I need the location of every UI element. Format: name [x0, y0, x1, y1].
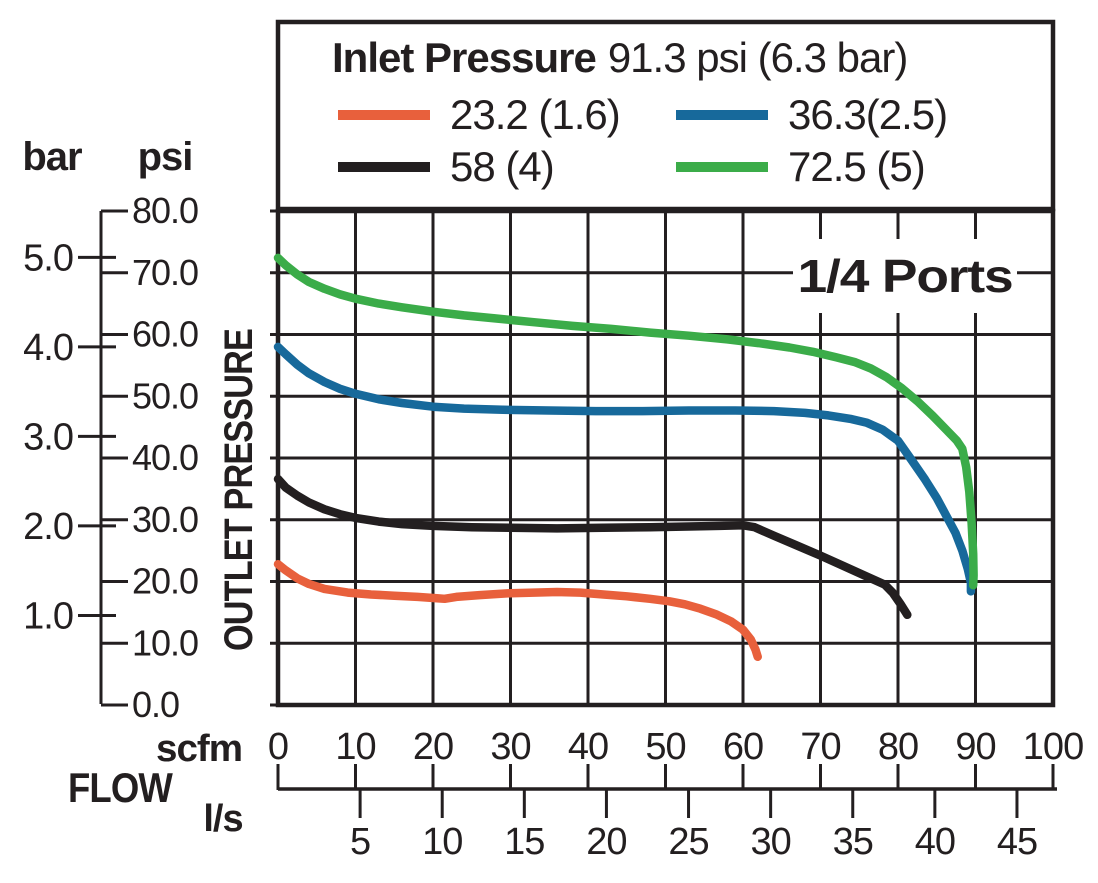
scfm-tick-label: 70	[800, 726, 840, 768]
ls-tick-label: 15	[504, 821, 544, 863]
bar-tick-label: 4.0	[23, 327, 73, 369]
curve-36.3(2.5)	[273, 342, 976, 596]
bar-tick-label: 1.0	[23, 595, 73, 637]
legend-label-23.2: 23.2 (1.6)	[450, 91, 620, 138]
scfm-tick-label: 60	[723, 726, 763, 768]
x-axis-title: FLOW	[68, 764, 173, 811]
legend-entry-23.2: 23.2 (1.6)	[338, 91, 621, 138]
scfm-tick-label: 20	[413, 726, 453, 768]
bar-unit-header: bar	[22, 135, 82, 179]
ls-ticks: 5 10 15 20 25 30 35 40 45	[350, 789, 1038, 863]
curve-23.2(1.6)	[273, 559, 762, 662]
psi-tick-label: 50.0	[132, 375, 198, 416]
legend-title: Inlet Pressure 91.3 psi (6.3 bar)	[332, 34, 907, 81]
legend-entry-36.3: 36.3(2.5)	[676, 91, 948, 138]
psi-tick-label: 60.0	[132, 314, 198, 355]
legend-label-36.3: 36.3(2.5)	[788, 91, 947, 138]
legend-entry-58: 58 (4)	[338, 143, 555, 190]
bar-tick-label: 3.0	[23, 416, 73, 458]
legend-title-rest: 91.3 psi (6.3 bar)	[608, 34, 908, 81]
bar-scale-ticks: 5.0 4.0 3.0 2.0 1.0	[23, 237, 116, 637]
ls-tick-label: 45	[997, 821, 1037, 863]
scfm-tick-label: 90	[955, 726, 995, 768]
ls-tick-label: 5	[350, 821, 370, 863]
curve-58(4)	[273, 474, 912, 620]
ls-tick-label: 25	[668, 821, 708, 863]
legend-entry-72.5: 72.5 (5)	[676, 143, 926, 190]
bar-tick-label: 5.0	[23, 237, 73, 279]
ls-tick-label: 35	[833, 821, 873, 863]
psi-tick-label: 0.0	[132, 684, 179, 725]
psi-unit-header: psi	[138, 135, 193, 179]
scfm-tick-label: 50	[645, 726, 685, 768]
scfm-tick-label: 0	[268, 726, 288, 768]
legend-label-58: 58 (4)	[450, 143, 554, 190]
ports-annotation-label: 1/4 Ports	[798, 250, 1013, 302]
ls-tick-label: 20	[586, 821, 626, 863]
psi-tick-label: 40.0	[132, 437, 198, 478]
scfm-tick-label: 100	[1023, 726, 1083, 768]
ls-unit-label: l/s	[203, 798, 242, 840]
y-axis-title: OUTLET PRESSURE	[217, 329, 261, 651]
ls-tick-label: 40	[915, 821, 955, 863]
psi-scale-ticks: 80.0 70.0 60.0 50.0 40.0 30.0 20.0 10.0 0.0	[101, 190, 199, 725]
curves-layer	[273, 253, 978, 662]
psi-tick-label: 80.0	[132, 190, 198, 231]
ports-annotation: 1/4 Ports	[793, 239, 1017, 313]
legend: Inlet Pressure 91.3 psi (6.3 bar) 23.2 (1…	[275, 19, 1056, 212]
ports-annotation-mask	[793, 239, 1017, 313]
psi-tick-label: 30.0	[132, 499, 198, 540]
psi-tick-label: 10.0	[132, 622, 198, 663]
flow-axis: 0 10 20 30 40 50 60 70 80 90 100 5 10 15 20 25 30 35 40 45…	[68, 726, 1084, 863]
legend-title-bold: Inlet Pressure	[332, 34, 596, 81]
scfm-tick-label: 30	[490, 726, 530, 768]
psi-tick-label: 70.0	[132, 252, 198, 293]
legend-label-72.5: 72.5 (5)	[788, 143, 925, 190]
left-scale: 80.0 70.0 60.0 50.0 40.0 30.0 20.0 10.0 0.0 5.0 4…	[22, 135, 199, 725]
scfm-unit-label: scfm	[156, 728, 242, 770]
scfm-tick-label: 10	[335, 726, 375, 768]
scfm-tick-label: 40	[568, 726, 608, 768]
ls-tick-label: 30	[751, 821, 791, 863]
curve-72.5(5)	[273, 253, 978, 590]
scfm-ticks: 0 10 20 30 40 50 60 70 80 90 100	[268, 726, 1084, 790]
scfm-tick-label: 80	[878, 726, 918, 768]
bar-tick-label: 2.0	[23, 506, 73, 548]
psi-tick-label: 20.0	[132, 561, 198, 602]
ls-tick-label: 10	[422, 821, 462, 863]
